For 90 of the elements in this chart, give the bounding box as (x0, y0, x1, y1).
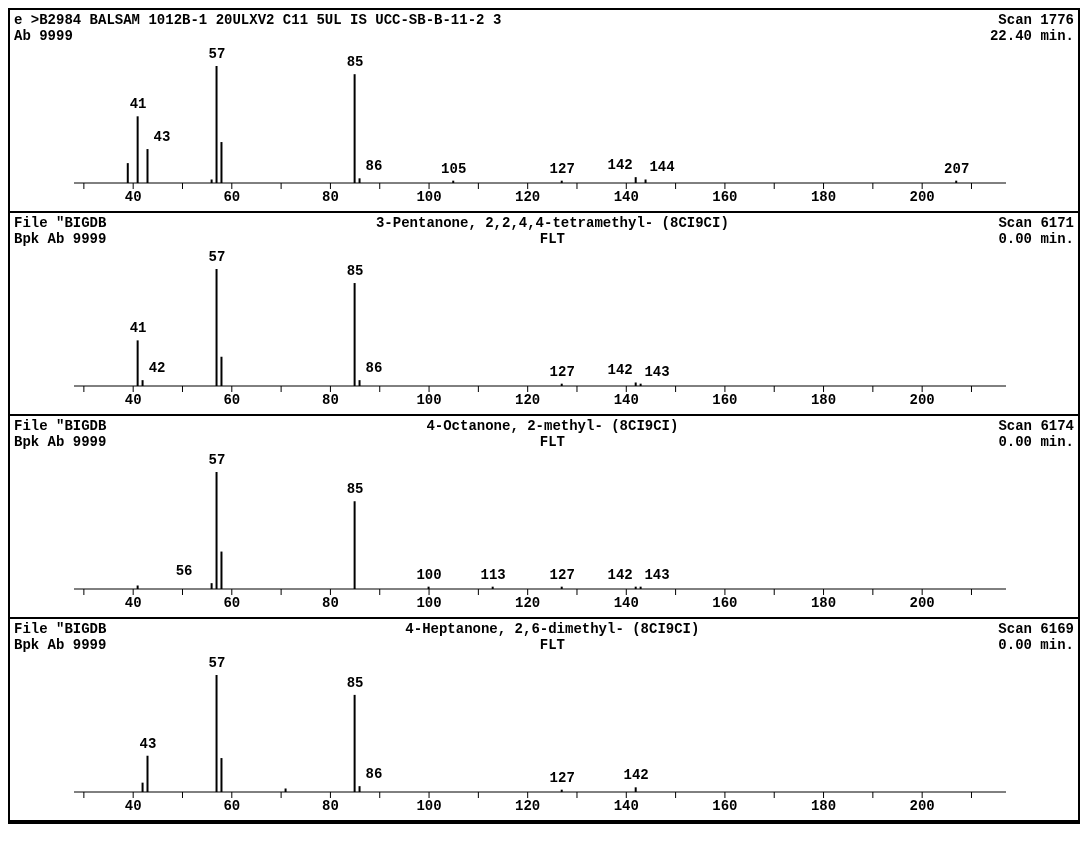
text: Ab 9999 (14, 28, 74, 44)
x-tick-label: 140 (613, 188, 639, 205)
annotation: 127 (549, 566, 575, 583)
text: Scan 6169 (998, 621, 1074, 637)
x-tick-label: 120 (515, 797, 541, 814)
text: Bpk Ab 9999 (14, 637, 107, 653)
text: e >B2984 BALSAM 1012B-1 20ULXV2 C11 5UL IS UCC-SB-B-11-2 3 (14, 12, 502, 28)
x-tick-label: 160 (712, 594, 738, 611)
annotation: 56 (175, 563, 193, 580)
x-tick-label: 60 (223, 391, 241, 408)
x-tick-label: 160 (712, 391, 738, 408)
annotation: 86 (365, 766, 383, 783)
annotation: 142 (607, 157, 633, 174)
text: Scan 6171 (998, 215, 1074, 231)
annotation: 43 (139, 735, 157, 752)
text: File "BIGDB (14, 418, 107, 434)
x-tick-label: 100 (416, 594, 442, 611)
text: 0.00 min. (998, 637, 1074, 653)
text: Bpk Ab 9999 (14, 434, 107, 450)
annotation: 41 (129, 96, 147, 113)
annotation: 144 (649, 159, 675, 176)
x-tick-label: 80 (322, 594, 339, 611)
x-tick-label: 200 (909, 797, 935, 814)
x-tick-label: 40 (124, 797, 142, 814)
x-tick-label: 100 (416, 797, 442, 814)
annotation: 86 (365, 158, 383, 175)
chart-title: 4-Heptanone, 2,6-dimethyl- (8CI9CI) (405, 621, 700, 637)
chart-subtitle: FLT (538, 231, 566, 247)
annotation: 143 (644, 566, 670, 583)
x-tick-label: 120 (515, 594, 541, 611)
annotation: 105 (441, 160, 467, 177)
annotation: 142 (607, 566, 633, 583)
annotation: 41 (129, 320, 147, 337)
annotation: 42 (148, 360, 166, 377)
annotation: 57 (208, 655, 226, 671)
text: File "BIGDB (14, 215, 107, 231)
x-tick-label: 140 (613, 594, 639, 611)
x-tick-label: 80 (322, 797, 339, 814)
annotation: 113 (480, 566, 506, 583)
annotation: 100 (416, 566, 442, 583)
annotation: 207 (944, 160, 970, 177)
x-tick-label: 100 (416, 391, 442, 408)
x-tick-label: 160 (712, 188, 738, 205)
annotation: 86 (365, 360, 383, 377)
chart-title: 4-Octanone, 2-methyl- (8CI9CI) (426, 418, 679, 434)
annotation: 57 (208, 452, 226, 468)
x-tick-label: 120 (515, 188, 541, 205)
x-tick-label: 200 (909, 188, 935, 205)
x-tick-label: 200 (909, 391, 935, 408)
x-tick-label: 180 (810, 391, 837, 408)
chart-subtitle: FLT (538, 434, 566, 450)
annotation: 142 (623, 767, 649, 784)
x-tick-label: 180 (810, 188, 837, 205)
annotation: 43 (153, 129, 171, 146)
x-tick-label: 180 (810, 797, 837, 814)
annotation: 85 (346, 54, 364, 71)
text: 22.40 min. (989, 28, 1074, 44)
x-tick-label: 80 (322, 188, 339, 205)
x-tick-label: 100 (416, 188, 442, 205)
annotation: 127 (549, 363, 575, 380)
x-tick-label: 40 (124, 188, 142, 205)
x-tick-label: 180 (810, 594, 837, 611)
annotation: 85 (346, 674, 364, 691)
annotation: 85 (346, 263, 364, 280)
x-tick-label: 140 (613, 797, 639, 814)
x-tick-label: 120 (515, 391, 541, 408)
annotation: 127 (549, 769, 575, 786)
chart-title: 3-Pentanone, 2,2,4,4-tetramethyl- (8CI9CI) (375, 215, 729, 231)
annotation: 143 (644, 363, 670, 380)
x-tick-label: 60 (223, 797, 241, 814)
annotation: 142 (607, 362, 633, 379)
x-tick-label: 140 (613, 391, 639, 408)
x-tick-label: 160 (712, 797, 738, 814)
annotation: 57 (208, 46, 226, 62)
x-tick-label: 80 (322, 391, 339, 408)
x-tick-label: 60 (223, 594, 241, 611)
text: Scan 1776 (997, 12, 1074, 28)
annotation: 127 (549, 160, 575, 177)
x-tick-label: 60 (223, 188, 241, 205)
text: File "BIGDB (14, 621, 107, 637)
x-tick-label: 40 (124, 594, 142, 611)
annotation: 85 (346, 481, 364, 498)
text: Scan 6174 (998, 418, 1074, 434)
text: 0.00 min. (998, 434, 1074, 450)
text: 0.00 min. (998, 231, 1074, 247)
x-tick-label: 200 (909, 594, 935, 611)
text: Bpk Ab 9999 (14, 231, 107, 247)
annotation: 57 (208, 249, 226, 265)
chart-subtitle: FLT (538, 637, 566, 653)
x-tick-label: 40 (124, 391, 142, 408)
